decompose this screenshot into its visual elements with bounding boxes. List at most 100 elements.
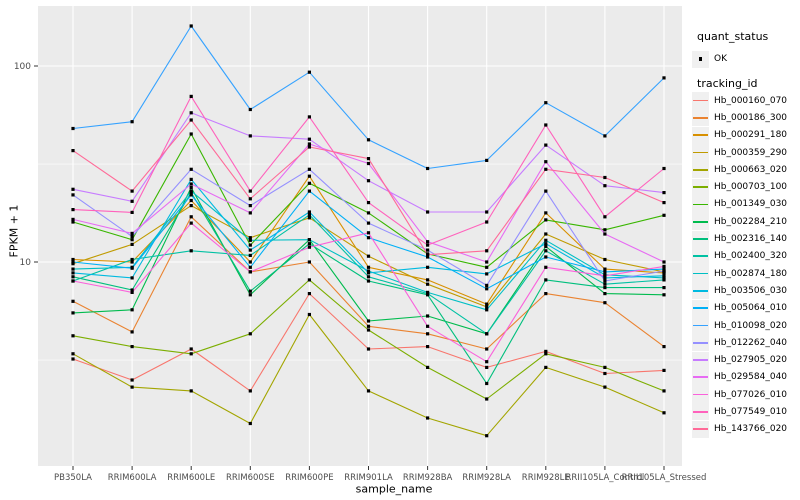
legend-item-tracking: Hb_027905_020	[692, 351, 800, 369]
data-point	[307, 115, 311, 119]
legend-item-tracking: Hb_012262_040	[692, 334, 800, 352]
data-point	[130, 266, 134, 270]
data-point	[248, 293, 252, 297]
data-point	[307, 167, 311, 171]
legend-item-label: Hb_003506_030	[714, 285, 788, 296]
legend-item-ok: OK	[692, 49, 800, 69]
data-point	[366, 389, 371, 393]
legend-item-tracking: Hb_005064_010	[692, 299, 800, 317]
legend-key	[692, 109, 709, 127]
data-point	[248, 248, 252, 252]
data-point	[662, 368, 666, 372]
data-point	[248, 265, 252, 269]
data-point	[248, 260, 252, 264]
data-point	[366, 269, 371, 273]
legend-key	[692, 161, 709, 179]
data-point	[71, 267, 75, 271]
data-point	[307, 70, 311, 74]
data-point	[603, 134, 607, 138]
data-point	[307, 142, 311, 146]
data-point	[366, 275, 371, 279]
data-point	[71, 334, 75, 338]
data-point	[544, 244, 548, 249]
data-point	[603, 286, 607, 290]
data-point	[662, 286, 666, 290]
legend-key	[692, 92, 709, 110]
data-point	[189, 167, 193, 171]
data-point	[426, 332, 430, 336]
legend-key	[692, 247, 709, 265]
data-point	[603, 279, 607, 283]
legend-item-tracking: Hb_143766_020	[692, 420, 800, 438]
data-point	[426, 248, 430, 252]
data-point	[603, 175, 607, 180]
legend-item-label: Hb_143766_020	[714, 424, 788, 435]
legend-item-tracking: Hb_000663_020	[692, 161, 800, 179]
data-point	[485, 397, 489, 401]
data-point	[307, 242, 311, 246]
data-point	[307, 145, 311, 149]
data-point	[485, 220, 489, 224]
data-point	[248, 197, 252, 201]
legend-item-label: Hb_000186_300	[714, 112, 788, 123]
data-point	[662, 274, 666, 278]
data-point	[189, 352, 193, 356]
data-point	[485, 308, 489, 312]
legend-key	[692, 368, 709, 386]
data-point	[662, 264, 666, 268]
data-point	[307, 213, 311, 217]
data-point	[366, 231, 371, 235]
data-point	[426, 255, 430, 259]
data-point	[130, 238, 134, 242]
data-point	[307, 278, 311, 282]
legend-key-line-icon	[693, 220, 708, 223]
data-point	[485, 287, 489, 291]
legend-item-tracking: Hb_002874_180	[692, 265, 800, 283]
legend-item-tracking: Hb_002400_320	[692, 247, 800, 265]
data-point	[71, 279, 75, 283]
data-point	[426, 345, 430, 349]
data-point	[485, 265, 489, 269]
data-point	[248, 289, 252, 293]
x-axis-title: sample_name	[355, 482, 433, 496]
data-point	[189, 221, 193, 225]
data-point	[71, 193, 75, 197]
data-point	[248, 270, 252, 274]
data-point	[130, 378, 134, 382]
data-point	[130, 308, 134, 312]
legend-key	[692, 178, 709, 196]
legend-item-tracking: Hb_000291_180	[692, 126, 800, 144]
data-point	[130, 385, 134, 389]
data-point	[662, 276, 666, 280]
legend-key	[692, 265, 709, 283]
data-point	[603, 270, 607, 274]
data-point	[366, 179, 371, 183]
data-point	[603, 371, 607, 376]
data-point	[71, 220, 75, 224]
data-point	[485, 365, 489, 369]
legend-item-label: Hb_000359_290	[714, 147, 788, 158]
data-point	[366, 221, 371, 225]
data-point	[189, 347, 193, 351]
x-tick-label: PB350LA	[54, 473, 92, 483]
data-point	[248, 253, 252, 257]
data-point	[248, 211, 252, 215]
data-point	[544, 218, 548, 222]
data-point	[189, 177, 193, 181]
legend-tracking-items: Hb_000160_070 Hb_000186_300 Hb_000291_180 H…	[692, 92, 800, 438]
x-tick-label: RRIM600LE	[167, 473, 215, 483]
legend-item-tracking: Hb_003506_030	[692, 282, 800, 300]
data-point	[307, 292, 311, 296]
data-point	[426, 166, 430, 171]
legend-item-tracking: Hb_002316_140	[692, 230, 800, 248]
data-point	[485, 332, 489, 336]
legend-key	[692, 317, 709, 334]
data-point	[71, 257, 75, 262]
data-point	[366, 236, 371, 240]
data-point	[366, 271, 371, 275]
data-point	[662, 191, 666, 195]
data-point	[426, 290, 430, 294]
data-point	[544, 365, 548, 369]
data-point	[130, 242, 134, 246]
